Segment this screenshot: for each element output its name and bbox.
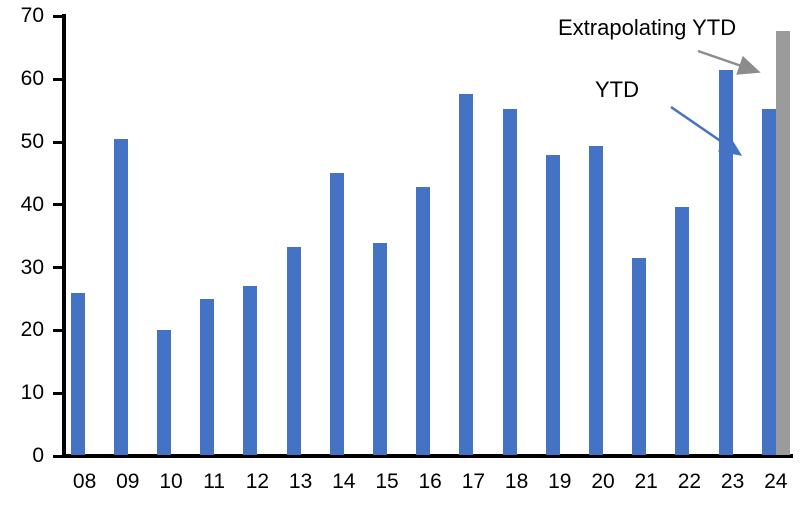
y-tick-20	[53, 328, 62, 332]
y-tick-10	[53, 391, 62, 395]
x-tick-label-12: 12	[245, 470, 270, 493]
bar-ytd-13	[286, 246, 301, 455]
y-axis-line	[62, 14, 66, 458]
bar-ytd-16	[416, 187, 431, 455]
bar-ytd-24	[761, 108, 776, 455]
y-tick-50	[53, 140, 62, 144]
bar-ytd-19	[545, 154, 560, 455]
bar-ytd-12	[243, 286, 258, 455]
x-tick-label-11: 11	[203, 470, 226, 493]
bar-ytd-11	[200, 299, 215, 455]
y-tick-label-70: 70	[20, 4, 44, 28]
bar-extrapolating-24	[775, 30, 790, 455]
bar-ytd-15	[373, 243, 387, 455]
bar-ytd-08	[70, 292, 85, 455]
x-tick-label-09: 09	[116, 470, 140, 493]
annotation-extrapolating-ytd: Extrapolating YTD	[558, 15, 737, 40]
y-tick-label-10: 10	[20, 381, 44, 405]
x-tick-label-15: 15	[375, 470, 399, 493]
x-tick-label-17: 17	[461, 470, 486, 493]
x-tick-label-20: 20	[591, 470, 615, 493]
y-tick-label-0: 0	[32, 444, 44, 467]
bar-ytd-18	[502, 108, 517, 455]
x-tick-label-19: 19	[548, 470, 572, 493]
x-tick-label-10: 10	[159, 470, 183, 493]
y-tick-label-60: 60	[20, 67, 44, 91]
y-tick-70	[53, 14, 62, 18]
y-tick-0	[53, 454, 62, 458]
y-tick-label-20: 20	[20, 318, 44, 342]
y-tick-label-40: 40	[20, 192, 44, 216]
bar-ytd-20	[589, 145, 603, 455]
x-tick-label-13: 13	[288, 470, 313, 493]
y-tick-30	[53, 266, 62, 270]
x-tick-label-21: 21	[634, 470, 658, 493]
bar-ytd-17	[459, 93, 474, 455]
x-tick-label-23: 23	[720, 470, 745, 493]
x-tick-label-22: 22	[677, 470, 702, 493]
bar-ytd-23	[718, 69, 733, 455]
y-tick-40	[53, 203, 62, 207]
bar-ytd-21	[632, 258, 647, 455]
x-tick-label-14: 14	[332, 470, 356, 493]
bar-ytd-22	[675, 207, 690, 455]
extrapolating-ytd-arrow	[697, 49, 761, 75]
bar-ytd-09	[113, 138, 128, 455]
x-tick-label-18: 18	[504, 470, 529, 493]
x-tick-label-24: 24	[764, 470, 788, 493]
y-tick-label-50: 50	[20, 130, 44, 153]
bar-ytd-10	[157, 330, 171, 455]
y-tick-60	[53, 77, 62, 81]
x-axis-line	[62, 454, 793, 458]
x-tick-label-16: 16	[418, 470, 442, 493]
annotation-ytd: YTD	[595, 77, 639, 102]
y-tick-label-30: 30	[20, 255, 44, 279]
bar-ytd-14	[329, 173, 344, 455]
x-tick-label-08: 08	[72, 470, 97, 493]
